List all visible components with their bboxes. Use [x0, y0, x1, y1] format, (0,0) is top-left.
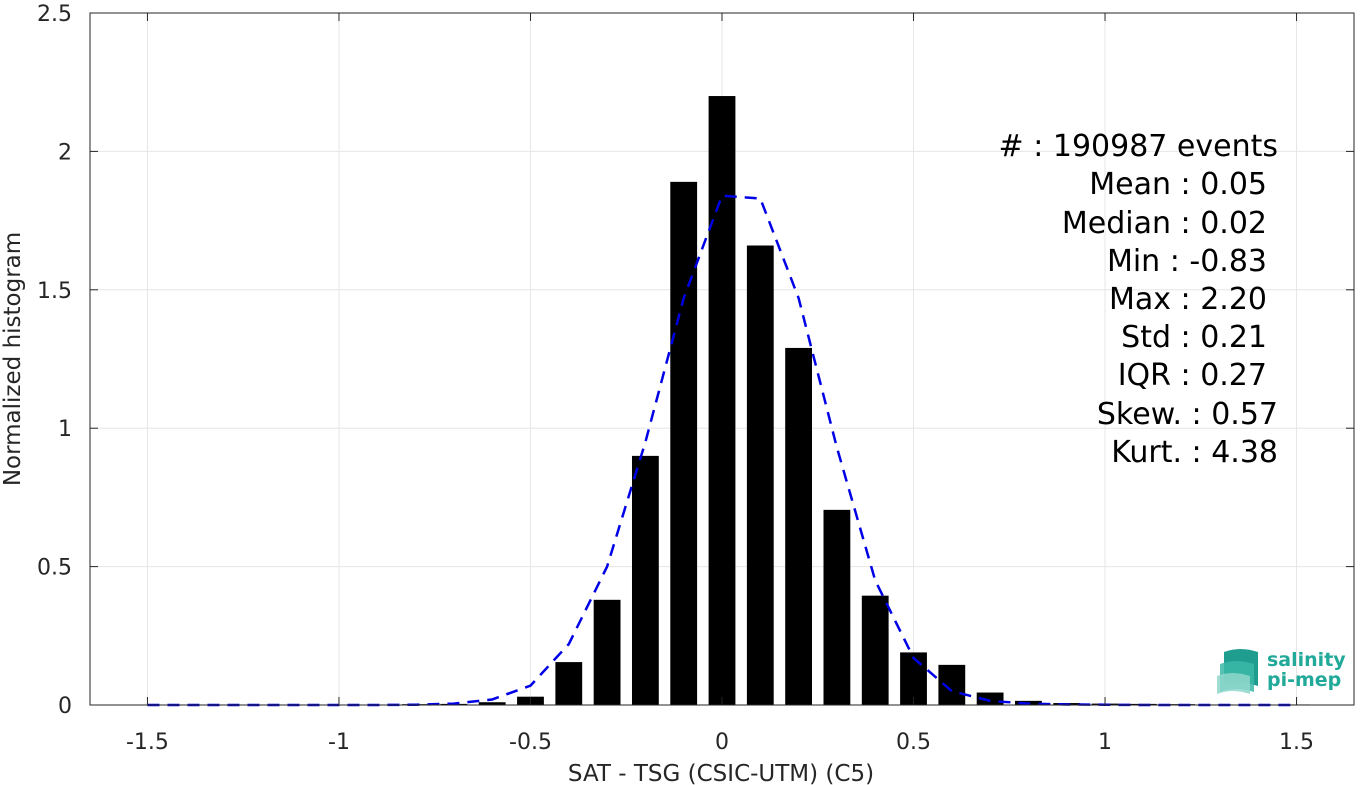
y-tick-label: 1: [58, 417, 72, 442]
stat-kurt: Kurt. : 4.38: [1111, 435, 1278, 470]
wave-logo-icon: [1217, 649, 1258, 694]
x-tick-label: 1: [1098, 730, 1112, 755]
histogram-bar: [785, 347, 813, 705]
x-tick-label: 0.5: [896, 730, 931, 755]
salinity-pi-mep-logo: salinity pi-mep: [1217, 649, 1346, 694]
x-tick-label: -1: [328, 730, 350, 755]
histogram-bar: [593, 599, 621, 705]
y-tick-label: 2.5: [37, 2, 72, 27]
logo-line-salinity: salinity: [1267, 649, 1346, 671]
x-axis-label: SAT - TSG (CSIC-UTM) (C5): [568, 761, 874, 785]
x-tick-labels: -1.5 -1 -0.5 0 0.5 1 1.5: [126, 730, 1314, 755]
y-tick-label: 0.5: [37, 556, 72, 581]
y-axis-label: Normalized histogram: [0, 232, 26, 486]
x-tick-label: 1.5: [1279, 730, 1314, 755]
stat-max: Max : 2.20: [1109, 282, 1267, 317]
histogram-bar: [900, 652, 927, 705]
y-tick-labels: 0 0.5 1 1.5 2 2.5: [37, 2, 72, 719]
stat-skew: Skew. : 0.57: [1097, 397, 1278, 432]
stat-median: Median : 0.02: [1062, 206, 1267, 241]
logo-line-pi-mep: pi-mep: [1267, 669, 1341, 691]
stat-std: Std : 0.21: [1121, 320, 1267, 355]
histogram-bar: [631, 455, 659, 705]
stat-mean: Mean : 0.05: [1089, 167, 1267, 202]
stat-min: Min : -0.83: [1107, 244, 1267, 279]
histogram-bar: [478, 702, 506, 705]
histogram-bar: [861, 595, 889, 705]
histogram-bar: [708, 96, 736, 706]
stats-annotation: # : 190987 events Mean : 0.05 Median : 0…: [999, 129, 1278, 470]
histogram-bar: [823, 509, 851, 705]
histogram-bar: [746, 245, 774, 705]
histogram-bar: [976, 692, 1004, 705]
x-tick-label: -0.5: [509, 730, 552, 755]
x-tick-label: 0: [715, 730, 729, 755]
histogram-bar: [938, 664, 966, 705]
axis-ticks: [90, 12, 1354, 706]
y-tick-label: 2: [58, 140, 72, 165]
stat-iqr: IQR : 0.27: [1118, 358, 1267, 393]
y-tick-label: 0: [58, 694, 72, 719]
y-tick-label: 1.5: [37, 279, 72, 304]
x-tick-label: -1.5: [126, 730, 169, 755]
stat-events: # : 190987 events: [999, 129, 1278, 164]
histogram-bar: [670, 181, 698, 705]
histogram-bar: [555, 662, 583, 705]
histogram-bars: [402, 96, 1310, 706]
